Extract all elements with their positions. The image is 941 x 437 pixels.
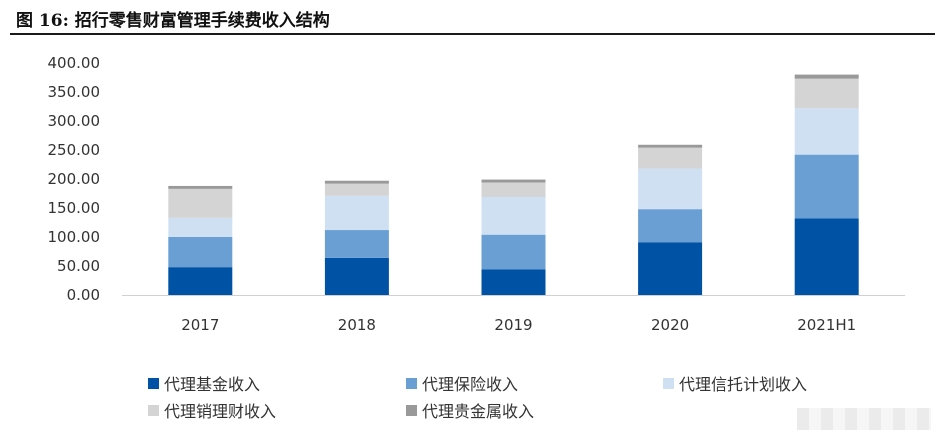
bar-segment-0-3 [638,242,703,295]
y-tick-label: 300.00 [48,112,101,130]
y-tick-label: 400.00 [48,54,101,72]
bar-segment-0-2 [481,269,546,295]
bar-segment-3-2 [481,182,546,197]
x-tick-label: 2019 [494,316,532,334]
bar-segment-1-0 [168,237,233,268]
x-tick-label: 2021H1 [797,316,856,334]
bar-segment-2-2 [481,196,546,235]
x-tick-label: 2018 [338,316,376,334]
bar-segment-2-4 [794,108,859,155]
bar-segment-1-4 [794,154,859,219]
bar-segment-1-1 [324,230,389,258]
bar-segment-2-3 [638,168,703,210]
bar-segment-4-0 [168,185,233,189]
x-tick-label: 2017 [181,316,219,334]
bar-segment-4-1 [324,180,389,184]
bar-segment-4-3 [638,144,703,148]
y-tick-label: 200.00 [48,170,101,188]
y-tick-label: 50.00 [57,257,100,275]
bar-segment-4-4 [794,74,859,79]
y-tick-label: 350.00 [48,83,101,101]
bar-segment-3-4 [794,78,859,109]
bar-segment-0-1 [324,257,389,295]
y-tick-label: 150.00 [48,199,101,217]
watermark-blur [797,408,931,430]
bar-segment-4-2 [481,179,546,183]
bar-segment-3-1 [324,183,389,196]
y-tick-label: 100.00 [48,228,101,246]
bar-segment-3-3 [638,147,703,169]
bar-segment-0-0 [168,267,233,295]
bar-segment-3-0 [168,188,233,218]
bar-segment-1-2 [481,234,546,270]
figure-title: 图 16: 招行零售财富管理手续费收入结构 [16,11,330,31]
y-tick-label: 250.00 [48,141,101,159]
bar-segment-2-1 [324,195,389,231]
bar-segment-0-4 [794,218,859,295]
title-rule [10,33,935,35]
bar-segment-1-3 [638,209,703,243]
x-tick-label: 2020 [651,316,689,334]
bar-segment-2-0 [168,217,233,237]
y-tick-label: 0.00 [67,286,100,304]
